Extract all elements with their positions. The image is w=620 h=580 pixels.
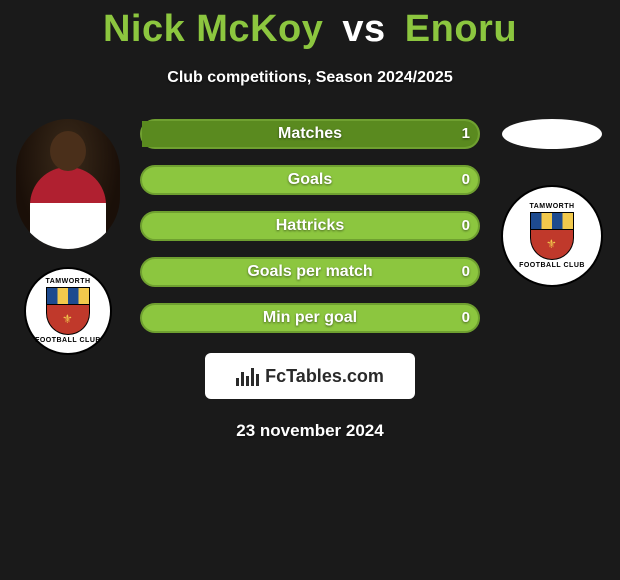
shield-icon: ⚜ — [530, 212, 574, 260]
club-top-text: TAMWORTH — [529, 203, 574, 210]
stat-label: Matches — [142, 121, 478, 147]
vs-text: vs — [342, 8, 385, 50]
stat-value-right: 0 — [462, 259, 470, 285]
stat-row-min-per-goal: Min per goal 0 — [140, 303, 480, 333]
stat-label: Min per goal — [142, 305, 478, 331]
club-bottom-text: FOOTBALL CLUB — [519, 262, 585, 269]
stat-row-goals-per-match: Goals per match 0 — [140, 257, 480, 287]
player1-name: Nick McKoy — [103, 8, 323, 50]
stat-label: Goals — [142, 167, 478, 193]
club-top-text: TAMWORTH — [45, 278, 90, 285]
stat-bars: Matches 1 Goals 0 Hattricks 0 Goals per … — [140, 119, 480, 333]
stat-value-right: 0 — [462, 167, 470, 193]
stat-label: Goals per match — [142, 259, 478, 285]
page-title: Nick McKoy vs Enoru — [0, 0, 620, 51]
subtitle: Club competitions, Season 2024/2025 — [0, 69, 620, 87]
stat-row-goals: Goals 0 — [140, 165, 480, 195]
brand-badge: FcTables.com — [205, 353, 415, 399]
stat-value-right: 1 — [462, 121, 470, 147]
footer-date: 23 november 2024 — [0, 421, 620, 441]
left-column: TAMWORTH ⚜ FOOTBALL CLUB — [8, 119, 128, 355]
brand-text: FcTables.com — [265, 366, 384, 387]
player2-club-badge: TAMWORTH ⚜ FOOTBALL CLUB — [501, 185, 603, 287]
shield-icon: ⚜ — [46, 287, 90, 335]
stat-value-right: 0 — [462, 213, 470, 239]
right-column: TAMWORTH ⚜ FOOTBALL CLUB — [492, 119, 612, 287]
stats-area: TAMWORTH ⚜ FOOTBALL CLUB TAMWORTH ⚜ FOOT… — [0, 119, 620, 333]
player1-club-badge: TAMWORTH ⚜ FOOTBALL CLUB — [24, 267, 112, 355]
stat-value-right: 0 — [462, 305, 470, 331]
stat-row-matches: Matches 1 — [140, 119, 480, 149]
player2-name: Enoru — [405, 8, 517, 50]
player2-photo-placeholder — [502, 119, 602, 149]
player1-photo — [16, 119, 120, 249]
bar-chart-icon — [236, 366, 259, 386]
stat-label: Hattricks — [142, 213, 478, 239]
club-bottom-text: FOOTBALL CLUB — [35, 337, 101, 344]
stat-row-hattricks: Hattricks 0 — [140, 211, 480, 241]
